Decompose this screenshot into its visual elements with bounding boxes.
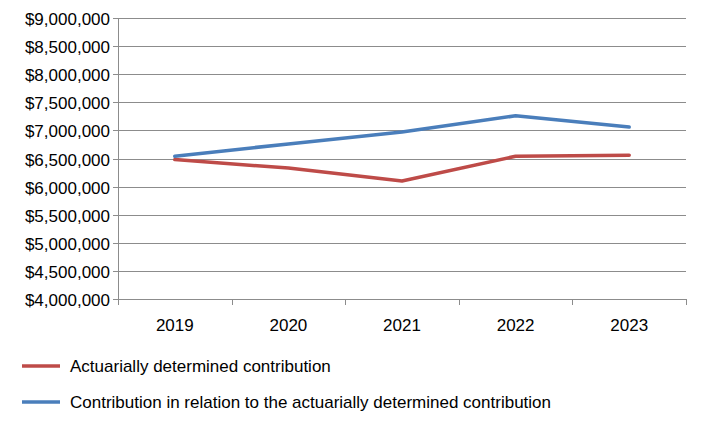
- y-tick-label: $6,000,000: [25, 179, 110, 198]
- y-tick-label: $8,500,000: [25, 38, 110, 57]
- y-tick: [113, 74, 118, 75]
- chart-container: $4,000,000 $4,500,000 $5,000,000 $5,500,000…: [0, 0, 706, 426]
- x-tick-label: 2021: [383, 316, 421, 335]
- grid: [118, 19, 686, 300]
- y-tick-label: $6,500,000: [25, 151, 110, 170]
- y-tick: [113, 215, 118, 216]
- grid-line: [118, 299, 686, 300]
- y-tick: [113, 18, 118, 19]
- chart-svg: $4,000,000 $4,500,000 $5,000,000 $5,500,000…: [0, 0, 706, 426]
- x-tick: [232, 299, 233, 305]
- y-tick-label: $5,500,000: [25, 207, 110, 226]
- grid-line: [118, 46, 686, 47]
- y-tick: [113, 130, 118, 131]
- series-line: [175, 155, 629, 181]
- y-tick: [113, 187, 118, 188]
- y-tick-label: $5,000,000: [25, 235, 110, 254]
- y-tick-label: $7,000,000: [25, 122, 110, 141]
- y-tick: [113, 271, 118, 272]
- x-tick: [686, 299, 687, 305]
- y-tick: [113, 299, 118, 300]
- y-tick-label: $7,500,000: [25, 94, 110, 113]
- y-tick: [113, 46, 118, 47]
- grid-line: [118, 271, 686, 272]
- grid-line: [118, 102, 686, 103]
- legend-swatch: [22, 364, 60, 368]
- grid-line: [118, 243, 686, 244]
- legend-label: Actuarially determined contribution: [70, 357, 331, 376]
- x-tick: [118, 299, 119, 305]
- x-axis-line: [118, 299, 686, 300]
- y-axis-line: [118, 18, 119, 299]
- series-group: [175, 116, 629, 181]
- grid-line: [118, 18, 686, 19]
- y-axis: $4,000,000 $4,500,000 $5,000,000 $5,500,000…: [25, 10, 119, 310]
- y-tick-label: $9,000,000: [25, 10, 110, 29]
- x-tick-label: 2020: [269, 316, 307, 335]
- x-tick: [459, 299, 460, 305]
- grid-line: [118, 74, 686, 75]
- y-tick: [113, 243, 118, 244]
- x-tick-label: 2022: [497, 316, 535, 335]
- x-tick-label: 2019: [156, 316, 194, 335]
- grid-line: [118, 187, 686, 188]
- grid-line: [118, 215, 686, 216]
- grid-line: [118, 159, 686, 160]
- x-axis: 2019 2020 2021 2022 2023: [118, 299, 687, 335]
- y-tick-label: $4,000,000: [25, 291, 110, 310]
- y-tick: [113, 159, 118, 160]
- x-tick: [572, 299, 573, 305]
- legend-swatch: [22, 400, 60, 404]
- legend-label: Contribution in relation to the actuaria…: [70, 393, 551, 412]
- legend: Actuarially determined contribution Contr…: [22, 357, 551, 412]
- x-tick-label: 2023: [610, 316, 648, 335]
- series-line: [175, 116, 629, 156]
- x-tick: [345, 299, 346, 305]
- y-tick: [113, 102, 118, 103]
- y-tick-label: $4,500,000: [25, 263, 110, 282]
- y-tick-label: $8,000,000: [25, 66, 110, 85]
